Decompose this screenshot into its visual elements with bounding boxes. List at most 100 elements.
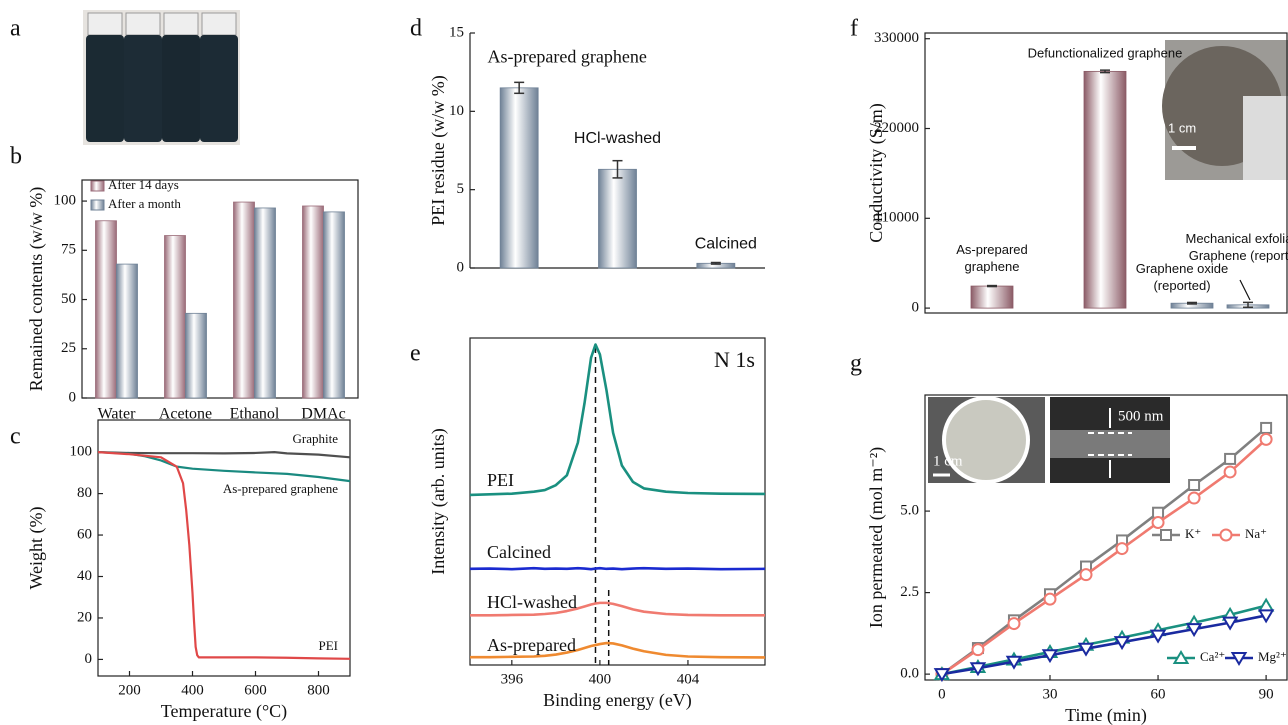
y-axis-label: Remained contents (w/w %) xyxy=(26,187,47,391)
annotation-arrow xyxy=(1239,279,1251,301)
marker xyxy=(1079,568,1093,582)
y-tick-label: 330000 xyxy=(874,30,919,46)
inset-label: 1 cm xyxy=(933,453,963,469)
marker xyxy=(1257,597,1275,612)
photo-film-inset xyxy=(1162,40,1288,180)
category-label: (reported) xyxy=(1153,278,1210,293)
marker xyxy=(1185,623,1203,638)
x-tick-label: Water xyxy=(98,406,136,423)
y-tick-label: 0 xyxy=(69,389,77,405)
series-line xyxy=(941,604,1267,676)
legend-label: After a month xyxy=(108,196,181,211)
x-tick-label: 404 xyxy=(677,671,700,687)
category-label: Calcined xyxy=(695,236,757,253)
panel-label: e xyxy=(410,341,421,367)
marker xyxy=(971,643,985,657)
marker xyxy=(1219,528,1233,542)
inset-label: 500 nm xyxy=(1118,408,1164,424)
x-tick-label: 600 xyxy=(244,682,267,698)
panel-label: c xyxy=(10,424,21,450)
plot-frame xyxy=(81,179,359,399)
x-tick-label: 396 xyxy=(501,671,524,687)
y-axis-label: Weight (%) xyxy=(26,506,47,589)
x-tick-label: Acetone xyxy=(159,406,212,423)
bar xyxy=(185,312,207,399)
panel-label: b xyxy=(10,144,22,170)
category-label: Graphene oxide xyxy=(1136,261,1229,276)
series-label: PEI xyxy=(319,638,339,653)
bar xyxy=(323,211,345,399)
x-tick-label: 400 xyxy=(589,671,612,687)
bar xyxy=(164,235,186,399)
marker xyxy=(1223,465,1237,479)
marker xyxy=(1077,642,1095,657)
marker xyxy=(1115,542,1129,556)
x-tick-label: 400 xyxy=(181,682,204,698)
y-tick-label: 80 xyxy=(77,485,92,501)
panel-label: g xyxy=(850,351,862,377)
marker xyxy=(1151,516,1165,529)
series-label: As-prepared xyxy=(487,635,576,655)
legend-swatch xyxy=(90,180,105,192)
series-label: HCl-washed xyxy=(487,592,577,612)
series-line xyxy=(97,451,351,459)
marker xyxy=(969,662,987,677)
series-line xyxy=(97,451,351,483)
marker xyxy=(1188,479,1201,491)
y-axis-label: Conductivity (S/m) xyxy=(866,103,887,243)
y-tick-label: 0 xyxy=(457,259,465,275)
legend-label: Mg²⁺ xyxy=(1258,649,1287,664)
marker xyxy=(1257,609,1275,624)
error-bar xyxy=(710,261,721,265)
y-axis-label: PEI residue (w/w %) xyxy=(428,75,449,225)
marker xyxy=(1230,652,1248,666)
bar xyxy=(970,285,1014,309)
legend-label: K⁺ xyxy=(1185,526,1201,541)
plot-frame xyxy=(469,337,766,666)
marker xyxy=(1041,649,1059,664)
x-axis-label: Time (min) xyxy=(1065,705,1147,725)
bar xyxy=(116,263,138,399)
plot-frame xyxy=(924,32,1288,314)
series-label: Calcined xyxy=(487,542,551,562)
bar xyxy=(302,205,324,399)
y-tick-label: 100 xyxy=(70,444,93,460)
x-axis-label: Binding energy (eV) xyxy=(543,690,692,711)
bar xyxy=(233,201,255,399)
y-axis-label: Intensity (arb. units) xyxy=(428,428,449,574)
x-tick-label: 800 xyxy=(307,682,330,698)
series-line xyxy=(941,438,1267,676)
bar xyxy=(499,87,539,269)
y-axis-label: Ion permeated (mol m⁻²) xyxy=(866,447,887,628)
series-line xyxy=(97,451,351,660)
x-tick-label: Ethanol xyxy=(230,406,280,423)
marker xyxy=(1005,655,1023,670)
series-line xyxy=(469,343,766,497)
y-tick-label: 5.0 xyxy=(900,503,919,519)
error-bar xyxy=(1243,301,1253,309)
marker xyxy=(1221,616,1239,631)
error-bar xyxy=(612,159,623,179)
series-line xyxy=(470,601,765,617)
marker xyxy=(1259,432,1273,446)
series-line xyxy=(941,614,1267,676)
category-label: Defunctionalized graphene xyxy=(1028,46,1183,61)
panel-label: f xyxy=(850,16,858,42)
bar xyxy=(598,168,637,269)
photo-vials xyxy=(83,10,240,145)
y-tick-label: 0 xyxy=(912,300,920,316)
legend-label: Ca²⁺ xyxy=(1200,649,1225,664)
panel-label: d xyxy=(410,16,422,42)
y-tick-label: 20 xyxy=(77,609,92,625)
y-tick-label: 10 xyxy=(449,103,464,119)
x-tick-label: DMAc xyxy=(301,406,345,423)
legend-label: After 14 days xyxy=(108,177,179,192)
y-tick-label: 40 xyxy=(77,568,92,584)
marker xyxy=(1160,529,1172,541)
y-tick-label: 50 xyxy=(61,291,76,307)
series-line xyxy=(941,426,1267,676)
series-label: PEI xyxy=(487,470,514,490)
legend-swatch xyxy=(90,199,105,211)
y-tick-label: 60 xyxy=(77,526,92,542)
